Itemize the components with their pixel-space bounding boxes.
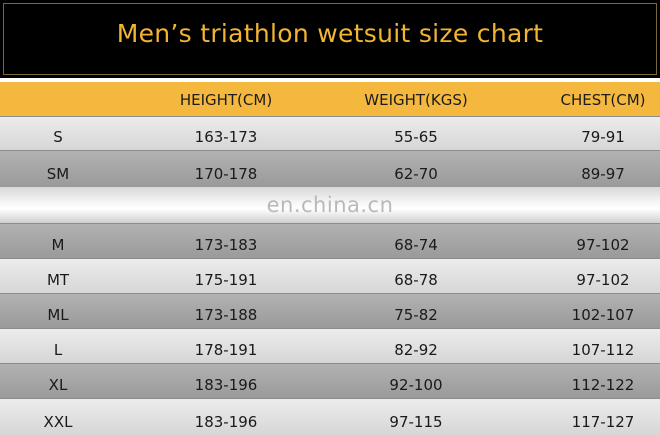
chest-cell: 79-91: [581, 128, 625, 146]
size-cell: L: [53, 341, 63, 359]
chest-cell: 117-127: [571, 413, 635, 431]
header-height: HEIGHT(CM): [179, 91, 273, 109]
height-cell: 183-196: [194, 413, 258, 431]
watermark-text: en.china.cn: [266, 193, 394, 217]
chart-title: Men’s triathlon wetsuit size chart: [116, 19, 544, 48]
size-cell: ML: [47, 306, 69, 324]
title-bar: Men’s triathlon wetsuit size chart: [0, 0, 660, 78]
header-chest: CHEST(CM): [560, 91, 646, 109]
header-row: HEIGHT(CM) WEIGHT(KGS) CHEST(CM): [0, 82, 660, 116]
height-cell: 170-178: [194, 165, 258, 183]
table-row: M 173-183 68-74 97-102: [0, 223, 660, 258]
weight-cell: 75-82: [394, 306, 438, 324]
size-cell: S: [53, 128, 63, 146]
height-cell: 173-188: [194, 306, 258, 324]
watermark-band: en.china.cn: [0, 187, 660, 223]
table-row: S 163-173 55-65 79-91: [0, 116, 660, 150]
height-cell: 173-183: [194, 236, 258, 254]
size-cell: XXL: [43, 413, 73, 431]
height-cell: 183-196: [194, 376, 258, 394]
table-row: ML 173-188 75-82 102-107: [0, 293, 660, 328]
chest-cell: 107-112: [571, 341, 635, 359]
chest-cell: 97-102: [576, 236, 630, 254]
size-cell: SM: [46, 165, 70, 183]
header-weight: WEIGHT(KGS): [364, 91, 468, 109]
height-cell: 175-191: [194, 271, 258, 289]
height-cell: 163-173: [194, 128, 258, 146]
weight-cell: 68-78: [394, 271, 438, 289]
table-row: MT 175-191 68-78 97-102: [0, 258, 660, 293]
table-row: SM 170-178 62-70 89-97: [0, 150, 660, 187]
title-frame: [3, 3, 657, 75]
height-cell: 178-191: [194, 341, 258, 359]
weight-cell: 68-74: [394, 236, 438, 254]
size-cell: XL: [48, 376, 68, 394]
table-row: XL 183-196 92-100 112-122: [0, 363, 660, 398]
weight-cell: 82-92: [394, 341, 438, 359]
table-row: L 178-191 82-92 107-112: [0, 328, 660, 363]
weight-cell: 97-115: [389, 413, 443, 431]
chest-cell: 102-107: [571, 306, 635, 324]
weight-cell: 62-70: [394, 165, 438, 183]
size-cell: MT: [46, 271, 70, 289]
chest-cell: 89-97: [581, 165, 625, 183]
size-cell: M: [51, 236, 65, 254]
chest-cell: 97-102: [576, 271, 630, 289]
chest-cell: 112-122: [571, 376, 635, 394]
weight-cell: 92-100: [389, 376, 443, 394]
weight-cell: 55-65: [394, 128, 438, 146]
table-row: XXL 183-196 97-115 117-127: [0, 398, 660, 435]
